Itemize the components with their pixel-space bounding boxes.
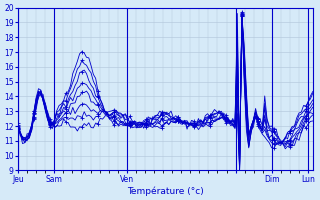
X-axis label: Température (°c): Température (°c) xyxy=(127,186,204,196)
